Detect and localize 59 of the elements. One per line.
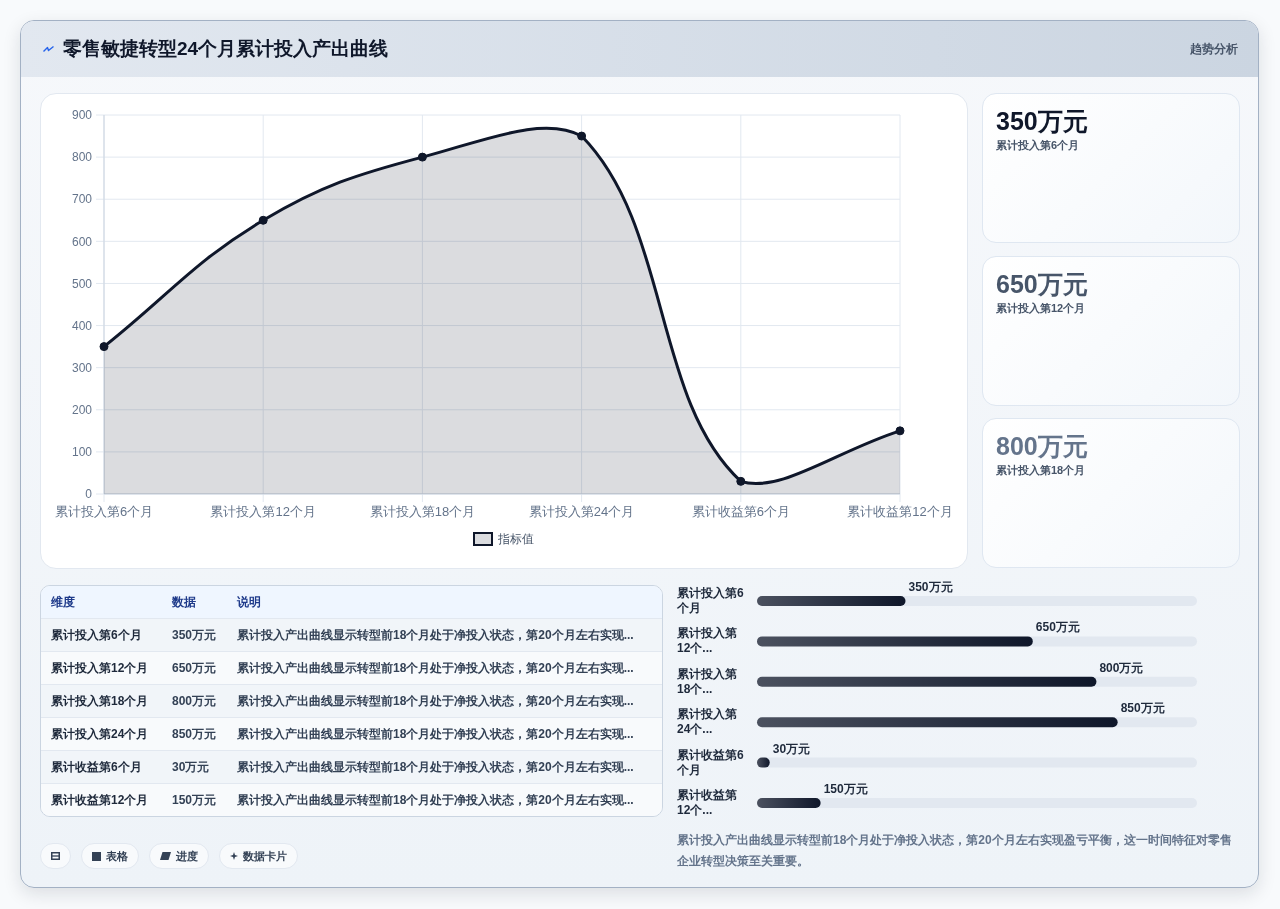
category-label: 累计收益第12个月 bbox=[50, 791, 150, 809]
text: 数据卡片 bbox=[243, 848, 287, 864]
chart-title: 零售敏捷转型24个月累计投入产出曲线 bbox=[63, 37, 389, 61]
point bbox=[258, 215, 268, 225]
data-label: 30万元 bbox=[772, 741, 811, 757]
point bbox=[417, 152, 427, 162]
category-label: 累计投入第6个月 bbox=[996, 138, 1081, 153]
category-label: 累计投入第18个月 bbox=[996, 463, 1087, 478]
y-tick-label: 0 bbox=[85, 487, 93, 502]
y-tick-label: 700 bbox=[71, 192, 93, 207]
point bbox=[99, 342, 109, 352]
y-tick-label: 累计投入第18个... bbox=[677, 666, 738, 697]
y-tick-label: 300 bbox=[71, 360, 93, 375]
text: 表格 bbox=[106, 848, 128, 864]
y-tick-label: 200 bbox=[71, 402, 93, 417]
text: 进度 bbox=[176, 848, 198, 864]
data-label: 350万元 bbox=[908, 580, 953, 595]
text: 趋势分析 bbox=[1190, 40, 1238, 58]
category-label: 累计投入第12个月 bbox=[996, 300, 1087, 316]
table-row: 累计收益第12个月 150万元 累计投入产出曲线显示转型前18个月处于净投入状态，第20个月左右实现... bbox=[41, 783, 662, 816]
y-tick-label: 900 bbox=[71, 108, 93, 123]
text: 650万元 bbox=[996, 269, 1088, 298]
x-tick-label: 累计投入第18个月 bbox=[369, 504, 476, 519]
legend-label: 指标值 bbox=[497, 532, 534, 547]
y-tick-label: 累计收益第6个月 bbox=[677, 747, 745, 778]
y-tick-label: 累计投入第12个... bbox=[677, 626, 738, 657]
x-tick-label: 累计投入第6个月 bbox=[54, 504, 154, 519]
point bbox=[577, 131, 587, 141]
data-label: 150万元 bbox=[823, 782, 868, 797]
table-row: 累计投入第24个月 850万元 累计投入产出曲线显示转型前18个月处于净投入状态，第20个月左右实现... bbox=[41, 717, 662, 751]
data-label: 800万元 bbox=[1099, 660, 1144, 676]
y-tick-label: 800 bbox=[71, 150, 93, 165]
x-tick-label: 累计投入第12个月 bbox=[210, 504, 316, 519]
point bbox=[895, 426, 905, 436]
x-tick-label: 累计收益第6个月 bbox=[691, 504, 790, 519]
category-label: 累计投入第12个月 bbox=[50, 659, 150, 677]
table-row: 累计投入第12个月 650万元 累计投入产出曲线显示转型前18个月处于净投入状态，第20个月左右实现... bbox=[41, 651, 662, 685]
bar bbox=[757, 798, 821, 808]
x-tick-label: 累计收益第12个月 bbox=[847, 504, 953, 519]
y-tick-label: 100 bbox=[71, 445, 93, 460]
text: 累计投入产出曲线显示转型前18个月处于净投入状态，第20个月左右实现盈亏平衡，这一时间特征对零售企业转型决策至关重要。 bbox=[677, 832, 1233, 870]
category-label: 累计收益第6个月 bbox=[50, 758, 143, 776]
y-tick-label: 累计投入第6个月 bbox=[677, 586, 745, 616]
data-label: 650万元 bbox=[1035, 620, 1080, 636]
text: 800万元 bbox=[996, 432, 1088, 460]
data-label: 850万元 bbox=[1120, 701, 1165, 717]
category-label: 累计投入第18个月 bbox=[50, 692, 150, 710]
table-row: 累计投入第6个月 350万元 累计投入产出曲线显示转型前18个月处于净投入状态，第20个月左右实现... bbox=[41, 618, 662, 652]
x-tick-label: 累计投入第24个月 bbox=[528, 504, 635, 519]
category-label: 累计投入第6个月 bbox=[50, 626, 143, 644]
point bbox=[736, 476, 746, 486]
category-label: 累计投入第24个月 bbox=[50, 725, 150, 743]
y-tick-label: 500 bbox=[71, 276, 93, 291]
y-tick-label: 累计投入第24个... bbox=[677, 707, 738, 738]
y-tick-label: 400 bbox=[71, 318, 93, 333]
y-tick-label: 累计收益第12个... bbox=[677, 788, 738, 818]
text: 350万元 bbox=[996, 107, 1088, 135]
table-header: 维度 数据 说明 bbox=[41, 586, 662, 619]
y-tick-label: 600 bbox=[71, 234, 93, 249]
